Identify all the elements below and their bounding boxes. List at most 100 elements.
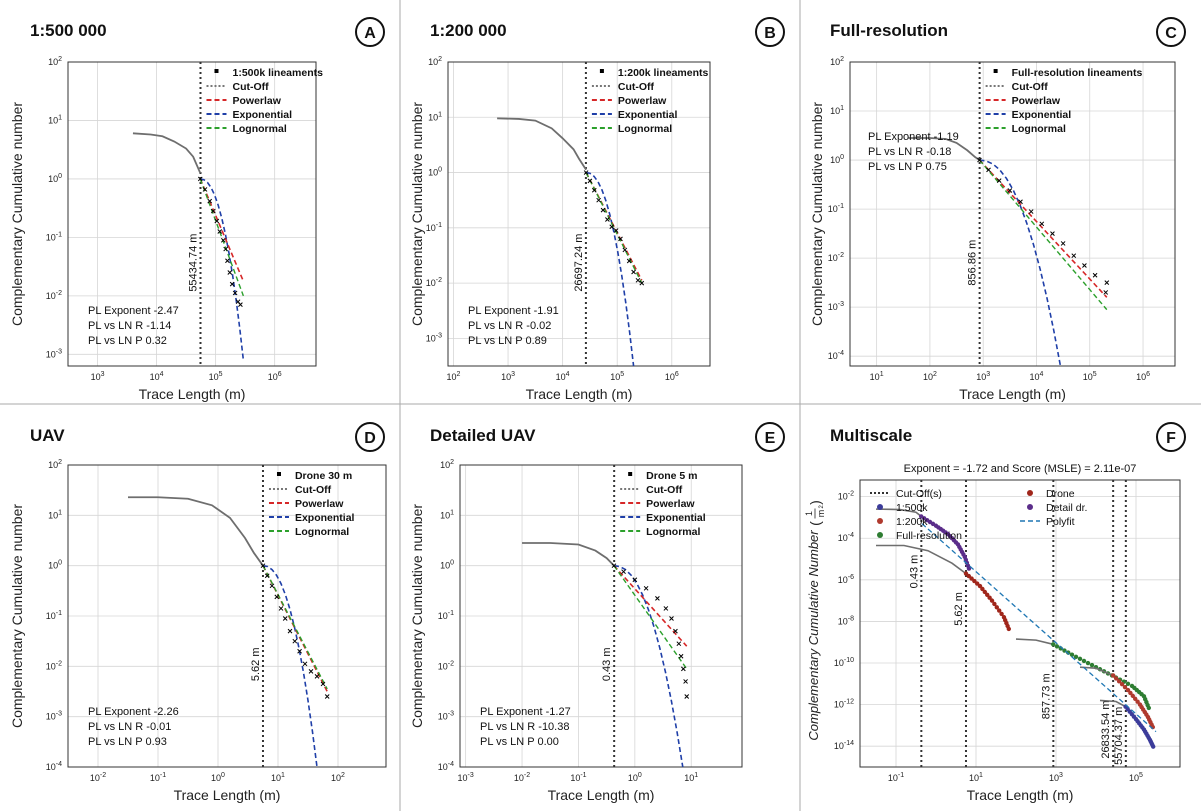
series-point <box>982 589 987 595</box>
x-tick-label: 101 <box>870 371 884 382</box>
lognormal-fit <box>199 178 245 297</box>
stat-line: PL vs LN P 0.75 <box>868 161 947 173</box>
data-point <box>618 236 623 242</box>
plot-frame <box>859 479 1181 768</box>
series-point <box>1151 744 1156 749</box>
powerlaw-fit <box>613 565 688 647</box>
series-point <box>980 586 985 592</box>
legend-marker <box>877 504 883 510</box>
legend-label: Drone <box>1046 488 1075 500</box>
data-point <box>655 596 660 601</box>
panel-letter: F <box>1166 430 1176 447</box>
x-tick-label: 100 <box>211 772 225 783</box>
series-gray-curve <box>1015 638 1054 646</box>
panel-title: 1:500 000 <box>30 21 107 40</box>
data-point <box>635 277 641 283</box>
series-point <box>966 566 972 571</box>
x-tick-label: 10-1 <box>150 772 166 783</box>
data-point <box>229 281 235 287</box>
y-tick-label: 100 <box>440 560 454 571</box>
stat-line: PL Exponent -2.47 <box>88 305 179 317</box>
x-tick-label: 104 <box>1030 371 1044 382</box>
series-gray-curve <box>875 508 922 518</box>
data-point <box>1104 280 1110 285</box>
data-point <box>220 237 226 243</box>
x-axis-label: Trace Length (m) <box>548 787 655 803</box>
legend-marker <box>877 518 883 524</box>
lognormal-fit <box>262 565 328 690</box>
panel-title: Detailed UAV <box>430 426 536 445</box>
series-point <box>1051 642 1056 647</box>
stat-line: PL Exponent -1.91 <box>468 305 559 317</box>
exponential-fit <box>979 159 1062 367</box>
panel-letter-badge <box>355 422 385 452</box>
data-point <box>278 606 284 611</box>
data-point <box>977 157 982 163</box>
x-tick-label: 106 <box>1136 371 1150 382</box>
series-point <box>1077 656 1083 662</box>
series-point <box>1073 654 1079 659</box>
y-tick-label: 10-2 <box>438 660 454 671</box>
data-point <box>1092 272 1098 278</box>
legend-marker <box>214 69 219 73</box>
data-point <box>622 247 628 253</box>
data-point <box>297 648 302 654</box>
x-tick-label: 10-1 <box>888 772 904 783</box>
x-tick-label: 105 <box>209 371 223 382</box>
x-tick-label: 10-2 <box>514 772 530 783</box>
y-tick-label: 10-12 <box>834 699 854 710</box>
series-point <box>1113 676 1119 681</box>
legend-label: 1:500k lineaments <box>232 67 323 79</box>
data-point <box>621 569 626 575</box>
panel-letter: B <box>764 25 776 42</box>
plot-frame <box>447 61 711 367</box>
legend-label: Exponential <box>646 512 706 524</box>
data-point <box>260 563 266 569</box>
x-tick-label: 101 <box>684 772 698 783</box>
y-axis-label: Complementary Cumulative number <box>9 102 25 326</box>
chart-panel-d: UAV D 10-2 10-1 100 101 102 10-4 10-3 10-2 10-1 100… <box>9 422 387 803</box>
stat-line: PL vs LN R -0.01 <box>88 721 171 733</box>
legend-label: 1:500k <box>896 502 928 514</box>
data-point <box>210 208 216 214</box>
panel-letter: D <box>364 430 376 447</box>
data-point <box>225 258 230 264</box>
series-point <box>1122 684 1128 690</box>
series-point <box>1119 682 1125 687</box>
data-point <box>274 594 280 600</box>
data-point <box>986 167 991 173</box>
series-point <box>1130 693 1136 699</box>
legend-marker <box>877 532 883 538</box>
legend-label: Powerlaw <box>232 95 281 107</box>
legend-label: 1:200k lineaments <box>618 67 709 79</box>
y-axis-label: Complementary Cumulative number <box>409 504 425 728</box>
y-tick-label: 10-4 <box>46 761 62 772</box>
legend-marker <box>1027 490 1033 496</box>
y-tick-label: 102 <box>48 56 62 67</box>
legend-label: Cut-Off <box>232 81 269 93</box>
data-point <box>238 302 243 307</box>
data-point <box>223 246 229 252</box>
data-point <box>611 563 617 569</box>
data-point <box>217 229 223 234</box>
cutoff-label: 857.73 m <box>1040 673 1052 719</box>
data-point <box>587 178 593 184</box>
polyfit-line <box>921 523 1157 733</box>
data-point <box>583 170 589 175</box>
panel-letter-badge <box>1156 17 1186 47</box>
y-axis-label-group: Complementary Cumulative Number 1 m ()2 <box>804 500 826 740</box>
data-point <box>1039 221 1045 227</box>
cutoff-label: 26697.24 m <box>573 234 585 292</box>
data-point <box>287 628 293 634</box>
y-tick-label: 10-2 <box>426 277 442 288</box>
ccdf-curve <box>497 117 587 171</box>
series-point <box>997 608 1002 613</box>
data-point <box>292 638 298 644</box>
data-point <box>643 585 649 591</box>
y-tick-label: 101 <box>48 114 62 125</box>
data-point <box>639 280 645 286</box>
data-point <box>269 583 275 589</box>
stat-line: PL vs LN R -0.02 <box>468 320 551 332</box>
exponential-fit <box>262 564 318 768</box>
data-point <box>308 669 314 674</box>
